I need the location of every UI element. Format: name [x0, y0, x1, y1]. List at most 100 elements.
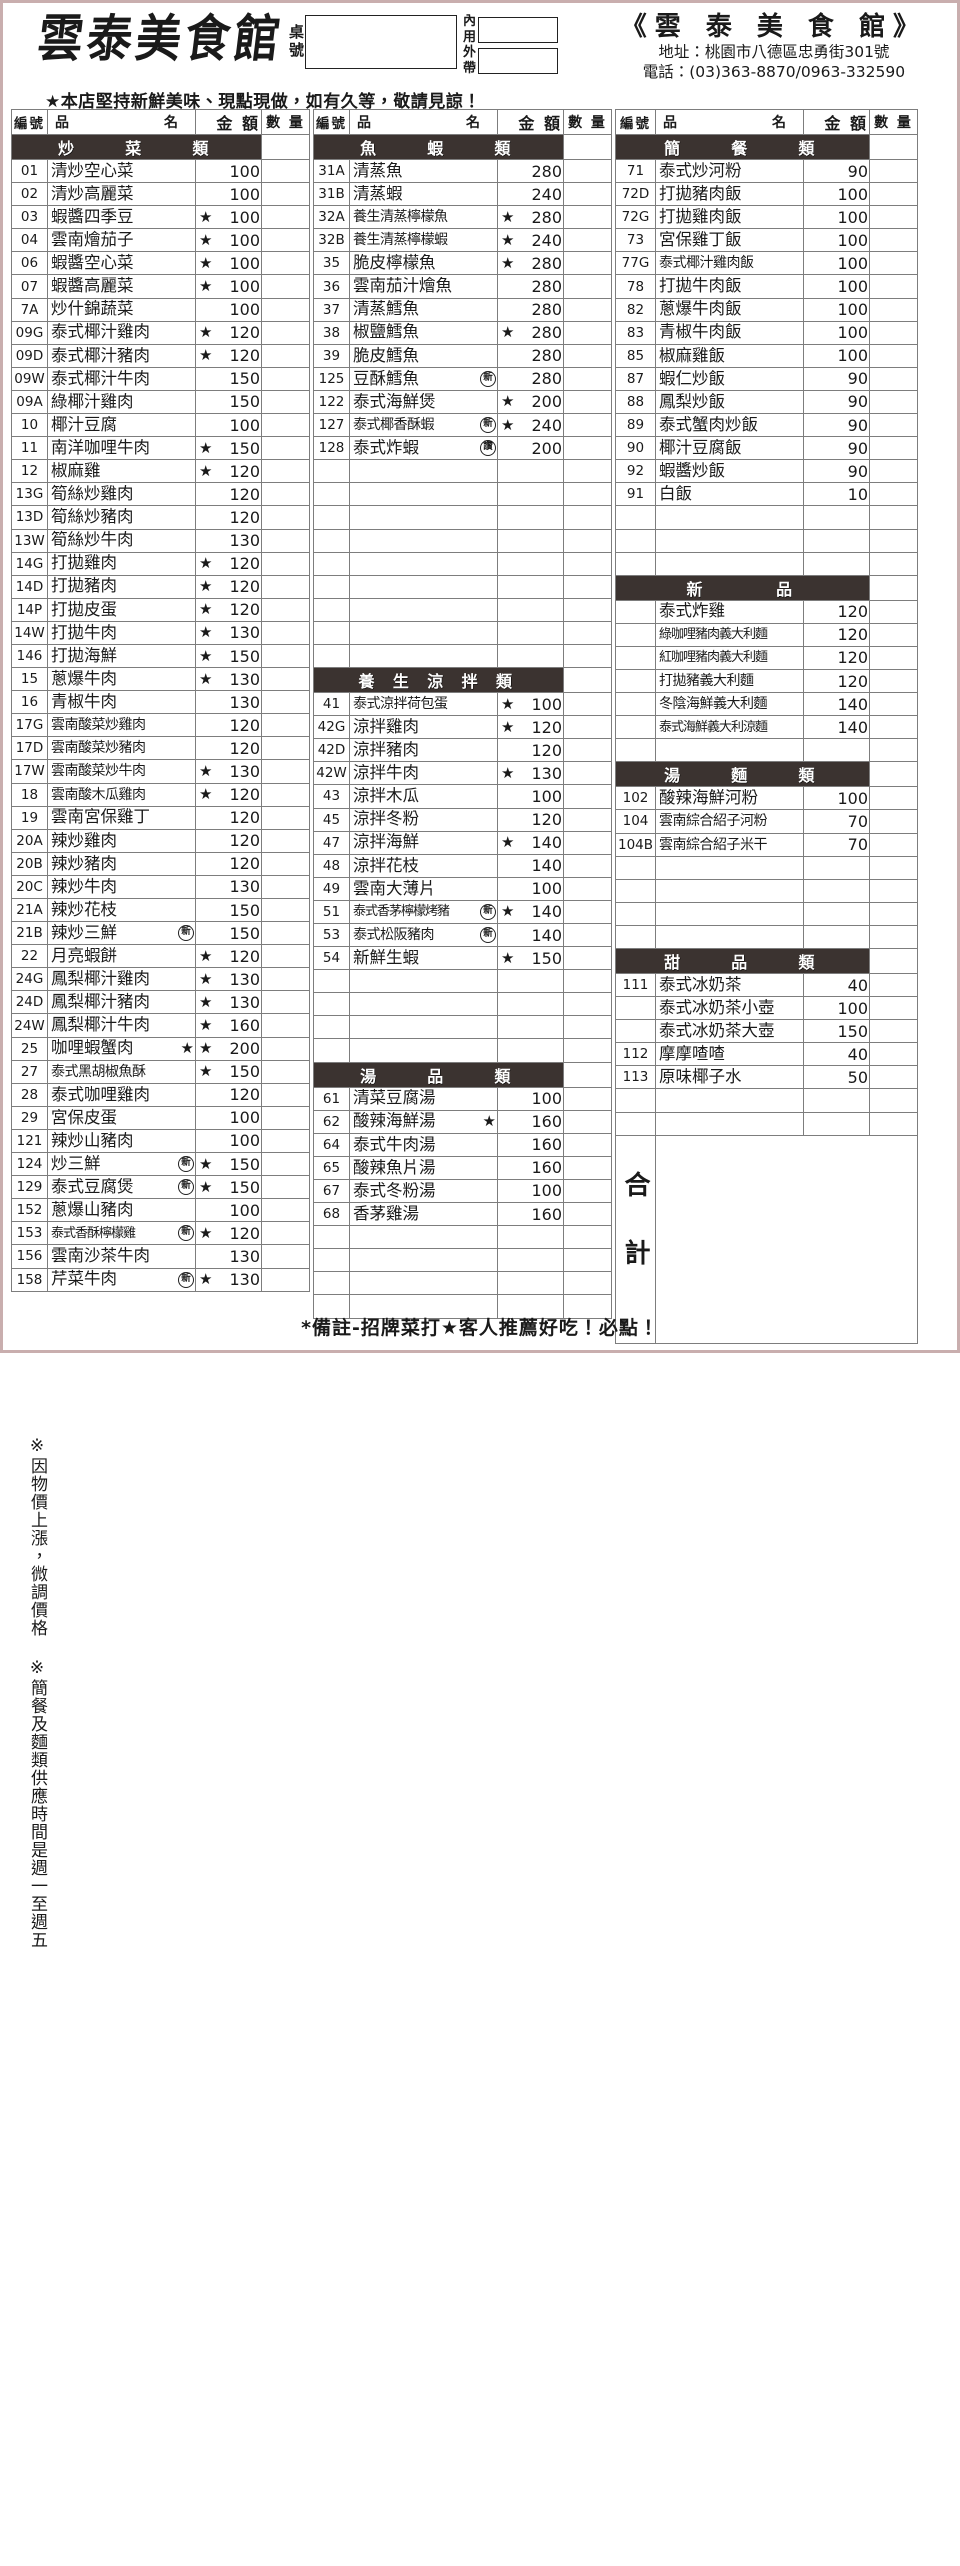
menu-item-row[interactable]: 17D 雲南酸菜炒豬肉 120	[11, 736, 310, 761]
item-quantity-input[interactable]	[261, 643, 310, 669]
menu-item-row[interactable]: 25 咖哩蝦蟹肉 ★ ★ 200	[11, 1036, 310, 1061]
item-quantity-input[interactable]	[261, 1059, 310, 1084]
menu-item-row[interactable]: 104B 雲南綜合紹子米干 70	[615, 832, 918, 857]
item-quantity-input[interactable]	[869, 832, 918, 857]
menu-item-row[interactable]: 14W 打拋牛肉 ★ 130	[11, 620, 310, 645]
item-quantity-input[interactable]	[261, 1244, 310, 1269]
menu-item-row[interactable]: 01 清炒空心菜 100	[11, 158, 310, 184]
item-quantity-input[interactable]	[563, 320, 612, 345]
menu-item-row[interactable]: 48 涼拌花枝 140	[313, 853, 612, 878]
item-quantity-input[interactable]	[261, 713, 310, 738]
item-quantity-input[interactable]	[869, 158, 918, 184]
menu-item-row[interactable]: 158 芹菜牛肉 新 ★ 130	[11, 1267, 310, 1292]
menu-item-row[interactable]: 47 涼拌海鮮 ★ 140	[313, 830, 612, 855]
item-quantity-input[interactable]	[261, 297, 310, 322]
menu-item-row[interactable]: 146 打拋海鮮 ★ 150	[11, 643, 310, 669]
item-quantity-input[interactable]	[563, 761, 612, 786]
menu-item-row[interactable]: 73 宮保雞丁飯 100	[615, 228, 918, 253]
item-quantity-input[interactable]	[563, 1109, 612, 1134]
item-quantity-input[interactable]	[563, 389, 612, 415]
item-quantity-input[interactable]	[261, 436, 310, 461]
item-quantity-input[interactable]	[869, 251, 918, 276]
item-quantity-input[interactable]	[563, 1155, 612, 1180]
menu-item-row[interactable]: 24W 鳳梨椰汁牛肉 ★ 160	[11, 1013, 310, 1038]
item-quantity-input[interactable]	[869, 482, 918, 507]
menu-item-row[interactable]: 61 清菜豆腐湯 100	[313, 1086, 612, 1111]
item-quantity-input[interactable]	[869, 1042, 918, 1067]
item-quantity-input[interactable]	[261, 782, 310, 807]
menu-item-row[interactable]: 68 香茅雞湯 160	[313, 1202, 612, 1227]
menu-item-row[interactable]: 28 泰式咖哩雞肉 120	[11, 1082, 310, 1107]
menu-item-row[interactable]: 82 蔥爆牛肉飯 100	[615, 297, 918, 322]
menu-item-row[interactable]: 112 摩摩喳喳 40	[615, 1042, 918, 1067]
menu-item-row[interactable]: 09W 泰式椰汁牛肉 150	[11, 366, 310, 391]
menu-item-row[interactable]: 紅咖哩豬肉義大利麵 120	[615, 645, 918, 670]
menu-item-row[interactable]: 43 涼拌木瓜 100	[313, 784, 612, 809]
item-quantity-input[interactable]	[563, 1178, 612, 1204]
item-quantity-input[interactable]	[563, 807, 612, 832]
menu-item-row[interactable]: 22 月亮蝦餅 ★ 120	[11, 944, 310, 969]
menu-item-row[interactable]: 02 清炒高麗菜 100	[11, 182, 310, 207]
item-quantity-input[interactable]	[261, 967, 310, 992]
menu-item-row[interactable]: 102 酸辣海鮮河粉 100	[615, 786, 918, 811]
menu-item-row[interactable]: 32B 養生清蒸檸檬蝦 ★ 240	[313, 228, 612, 253]
item-quantity-input[interactable]	[563, 182, 612, 207]
item-quantity-input[interactable]	[563, 1202, 612, 1227]
menu-item-row[interactable]: 88 鳳梨炒飯 90	[615, 389, 918, 415]
menu-item-row[interactable]: 04 雲南燴茄子 ★ 100	[11, 228, 310, 253]
menu-item-row[interactable]: 泰式冰奶茶大壺 150	[615, 1019, 918, 1044]
item-quantity-input[interactable]	[869, 343, 918, 368]
item-quantity-input[interactable]	[261, 251, 310, 276]
menu-item-row[interactable]: 49 雲南大薄片 100	[313, 876, 612, 901]
item-quantity-input[interactable]	[563, 715, 612, 740]
menu-item-row[interactable]: 45 涼拌冬粉 120	[313, 807, 612, 832]
menu-item-row[interactable]: 37 清蒸鱈魚 280	[313, 297, 612, 322]
item-quantity-input[interactable]	[869, 1065, 918, 1090]
menu-item-row[interactable]: 06 蝦醬空心菜 ★ 100	[11, 251, 310, 276]
item-quantity-input[interactable]	[261, 990, 310, 1015]
item-quantity-input[interactable]	[261, 1105, 310, 1130]
item-quantity-input[interactable]	[869, 413, 918, 438]
menu-item-row[interactable]: 122 泰式海鮮煲 ★ 200	[313, 389, 612, 415]
item-quantity-input[interactable]	[869, 436, 918, 461]
item-quantity-input[interactable]	[869, 366, 918, 391]
dine-in-input[interactable]	[478, 16, 559, 43]
item-quantity-input[interactable]	[261, 1013, 310, 1038]
menu-item-row[interactable]: 42G 涼拌雞肉 ★ 120	[313, 715, 612, 740]
item-quantity-input[interactable]	[261, 1082, 310, 1107]
item-quantity-input[interactable]	[261, 413, 310, 438]
menu-item-row[interactable]: 156 雲南沙茶牛肉 130	[11, 1244, 310, 1269]
menu-item-row[interactable]: 泰式炸雞 120	[615, 599, 918, 624]
menu-item-row[interactable]: 71 泰式炒河粉 90	[615, 158, 918, 184]
menu-item-row[interactable]: 16 青椒牛肉 130	[11, 690, 310, 715]
menu-item-row[interactable]: 21A 辣炒花枝 150	[11, 897, 310, 923]
menu-item-row[interactable]: 20B 辣炒豬肉 120	[11, 851, 310, 876]
menu-item-row[interactable]: 20A 辣炒雞肉 120	[11, 828, 310, 853]
item-quantity-input[interactable]	[869, 320, 918, 345]
menu-item-row[interactable]: 31B 清蒸蝦 240	[313, 182, 612, 207]
item-quantity-input[interactable]	[869, 996, 918, 1021]
menu-item-row[interactable]: 53 泰式松阪豬肉 新 140	[313, 922, 612, 948]
item-quantity-input[interactable]	[261, 343, 310, 368]
item-quantity-input[interactable]	[261, 274, 310, 299]
menu-item-row[interactable]: 42D 涼拌豬肉 120	[313, 738, 612, 763]
menu-item-row[interactable]: 153 泰式香酥檸檬雞 新 ★ 120	[11, 1221, 310, 1246]
item-quantity-input[interactable]	[261, 205, 310, 230]
menu-item-row[interactable]: 17G 雲南酸菜炒雞肉 120	[11, 713, 310, 738]
menu-item-row[interactable]: 07 蝦醬高麗菜 ★ 100	[11, 274, 310, 299]
item-quantity-input[interactable]	[261, 182, 310, 207]
item-quantity-input[interactable]	[261, 828, 310, 853]
menu-item-row[interactable]: 90 椰汁豆腐飯 90	[615, 436, 918, 461]
menu-item-row[interactable]: 54 新鮮生蝦 ★ 150	[313, 946, 612, 971]
item-quantity-input[interactable]	[869, 228, 918, 253]
table-number-field[interactable]: 桌 號	[288, 9, 458, 69]
item-quantity-input[interactable]	[869, 715, 918, 740]
menu-item-row[interactable]: 17W 雲南酸菜炒牛肉 ★ 130	[11, 759, 310, 784]
menu-item-row[interactable]: 09D 泰式椰汁豬肉 ★ 120	[11, 343, 310, 368]
item-quantity-input[interactable]	[563, 876, 612, 901]
menu-item-row[interactable]: 104 雲南綜合紹子河粉 70	[615, 809, 918, 834]
item-quantity-input[interactable]	[261, 944, 310, 969]
item-quantity-input[interactable]	[563, 784, 612, 809]
takeout-input[interactable]	[478, 47, 559, 74]
menu-item-row[interactable]: 13D 筍絲炒豬肉 120	[11, 505, 310, 530]
